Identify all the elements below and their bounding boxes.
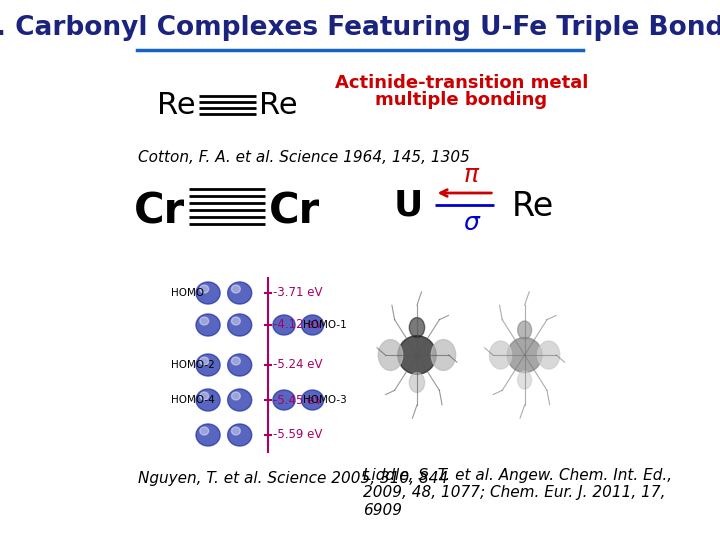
Text: Cotton, F. A. et al. Science 1964, 145, 1305: Cotton, F. A. et al. Science 1964, 145, …	[138, 151, 470, 165]
Text: Re: Re	[258, 91, 297, 120]
Ellipse shape	[228, 282, 252, 304]
Text: 2.2. Carbonyl Complexes Featuring U-Fe Triple Bonding: 2.2. Carbonyl Complexes Featuring U-Fe T…	[0, 15, 720, 41]
Ellipse shape	[228, 354, 252, 376]
Text: U: U	[394, 189, 423, 223]
Ellipse shape	[538, 341, 559, 369]
Ellipse shape	[507, 338, 542, 373]
Ellipse shape	[398, 336, 436, 374]
Text: Liddle, S. T. et al. Angew. Chem. Int. Ed.,
2009, 48, 1077; Chem. Eur. J. 2011, : Liddle, S. T. et al. Angew. Chem. Int. E…	[363, 468, 672, 518]
Ellipse shape	[231, 357, 240, 365]
Ellipse shape	[378, 340, 402, 370]
Text: Cr: Cr	[269, 190, 320, 232]
Ellipse shape	[518, 321, 531, 339]
Text: Nguyen, T. et al. Science 2005, 310, 844: Nguyen, T. et al. Science 2005, 310, 844	[138, 470, 449, 485]
Ellipse shape	[410, 373, 425, 393]
Ellipse shape	[273, 390, 295, 410]
Text: Actinide-transition metal: Actinide-transition metal	[335, 74, 588, 92]
Ellipse shape	[228, 389, 252, 411]
Text: Re: Re	[512, 190, 554, 222]
Ellipse shape	[431, 340, 456, 370]
Ellipse shape	[410, 318, 425, 338]
Text: -5.59 eV: -5.59 eV	[274, 429, 323, 442]
Text: -5.24 eV: -5.24 eV	[274, 359, 323, 372]
Text: Cr: Cr	[134, 190, 185, 232]
Text: multiple bonding: multiple bonding	[375, 91, 547, 109]
Ellipse shape	[231, 317, 240, 325]
Ellipse shape	[228, 424, 252, 446]
Text: π: π	[463, 163, 478, 187]
Ellipse shape	[518, 371, 531, 389]
Text: -4.12 eV: -4.12 eV	[274, 319, 323, 332]
Ellipse shape	[196, 354, 220, 376]
Ellipse shape	[196, 314, 220, 336]
Text: HOMO-2: HOMO-2	[171, 360, 215, 370]
Ellipse shape	[231, 285, 240, 293]
Ellipse shape	[231, 392, 240, 400]
Ellipse shape	[228, 314, 252, 336]
Ellipse shape	[200, 392, 209, 400]
Ellipse shape	[200, 427, 209, 435]
Text: -5.45 eV: -5.45 eV	[274, 394, 323, 407]
Text: HOMO: HOMO	[171, 288, 204, 298]
Ellipse shape	[196, 389, 220, 411]
Text: -3.71 eV: -3.71 eV	[274, 287, 323, 300]
Text: σ: σ	[463, 211, 479, 235]
Ellipse shape	[196, 282, 220, 304]
Text: Re: Re	[157, 91, 195, 120]
Ellipse shape	[200, 357, 209, 365]
Ellipse shape	[231, 427, 240, 435]
Ellipse shape	[273, 315, 295, 335]
Ellipse shape	[200, 317, 209, 325]
Ellipse shape	[302, 315, 323, 335]
Text: HOMO-4: HOMO-4	[171, 395, 215, 405]
Ellipse shape	[200, 285, 209, 293]
Ellipse shape	[196, 424, 220, 446]
Text: HOMO-1: HOMO-1	[303, 320, 347, 330]
Ellipse shape	[490, 341, 512, 369]
Text: HOMO-3: HOMO-3	[303, 395, 347, 405]
Ellipse shape	[302, 390, 323, 410]
